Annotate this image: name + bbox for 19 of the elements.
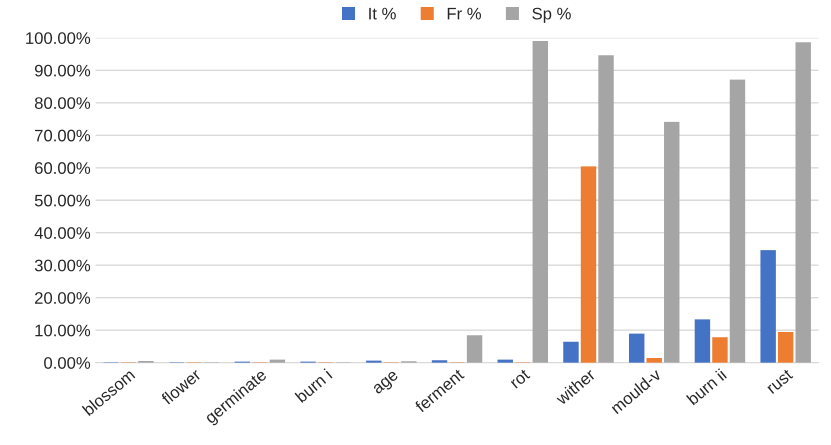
y-tick-label: 0.00% xyxy=(44,357,90,369)
x-tick-label: burn i xyxy=(294,368,333,404)
y-tick-label: 80.00% xyxy=(34,97,90,109)
y-tick-label: 70.00% xyxy=(35,130,90,142)
x-tick-label: burn ii xyxy=(686,368,727,406)
legend-label: Fr % xyxy=(448,8,481,20)
y-tick-label: 60.00% xyxy=(35,162,90,174)
legend-label: It % xyxy=(369,8,396,20)
x-tick-label: rust xyxy=(766,368,794,394)
y-tick-label: 100.00% xyxy=(26,32,90,44)
y-tick-label: 40.00% xyxy=(34,227,90,239)
legend-label: Sp % xyxy=(532,8,571,23)
y-tick-label: 20.00% xyxy=(35,292,90,304)
y-tick-label: 10.00% xyxy=(35,324,90,336)
x-tick-label: age xyxy=(372,370,401,397)
y-tick-label: 30.00% xyxy=(34,260,90,272)
y-tick-label: 50.00% xyxy=(34,194,90,206)
x-tick-label: rot xyxy=(510,368,531,389)
y-tick-label: 90.00% xyxy=(34,64,90,77)
